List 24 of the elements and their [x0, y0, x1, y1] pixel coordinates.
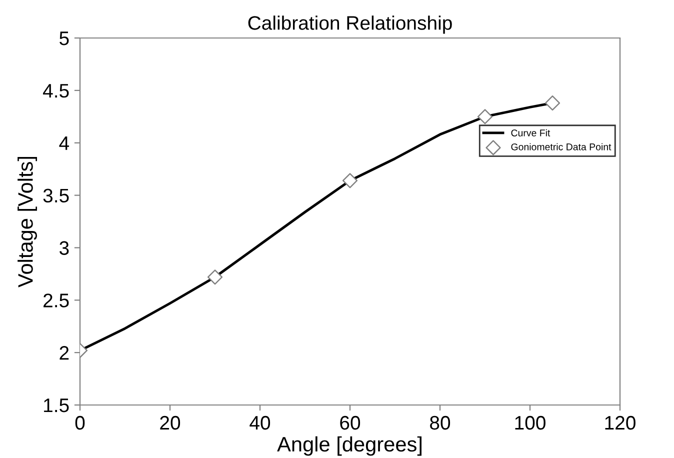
- legend-label: Goniometric Data Point: [511, 143, 612, 150]
- y-tick-label: 5: [60, 32, 69, 46]
- y-tick-label: 3: [60, 241, 69, 255]
- point: [544, 95, 560, 111]
- y-tick-label: 4: [59, 136, 70, 150]
- x-tick-label: 40: [250, 416, 270, 430]
- legend-label: Curve Fit: [511, 129, 550, 136]
- x-tick-label: 120: [605, 416, 636, 430]
- point: [342, 173, 358, 188]
- y-axis-title: Voltage [Volts]: [18, 156, 37, 288]
- y-tick-label: 2.5: [44, 294, 69, 308]
- y-tick-label: 4.5: [43, 84, 69, 98]
- x-axis-title: Angle [degrees]: [277, 436, 422, 456]
- y-tick-label: 3.5: [43, 188, 69, 203]
- x-tick-label: 100: [515, 416, 546, 430]
- x-tick-label: 20: [160, 416, 180, 430]
- point: [207, 270, 223, 285]
- point: [477, 109, 493, 124]
- x-tick-label: 80: [430, 416, 450, 430]
- x-tick-label: 0: [75, 416, 85, 430]
- y-tick-label: 2: [60, 346, 69, 360]
- y-tick-label: 1.5: [44, 398, 69, 412]
- chart-title: Calibration Relationship: [248, 16, 452, 34]
- x-tick-label: 60: [340, 416, 360, 430]
